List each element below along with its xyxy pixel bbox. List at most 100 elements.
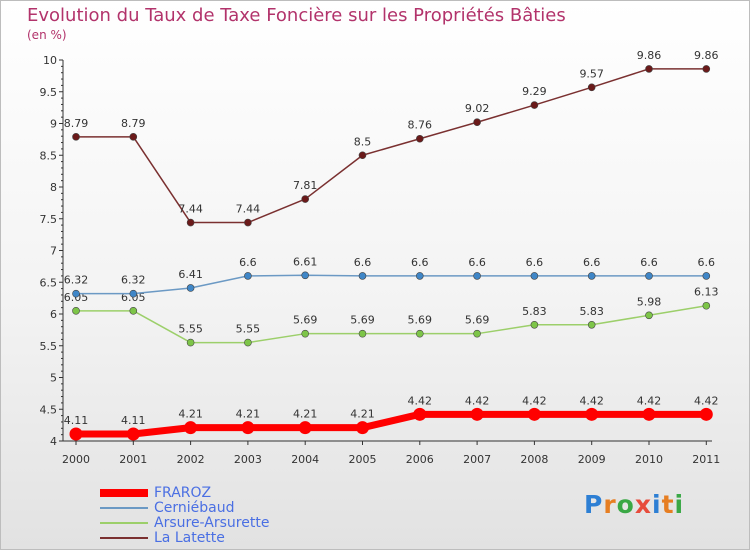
data-point-arsure-arsurette [72, 307, 80, 315]
data-label-arsure-arsurette: 5.69 [293, 314, 318, 327]
logo-letter: t [661, 490, 675, 519]
data-point-arsure-arsurette [358, 329, 367, 338]
legend-swatch-la-latette [100, 537, 148, 539]
data-point-la-latette [587, 83, 596, 92]
data-label-la-latette: 8.79 [121, 117, 146, 130]
y-tick-label: 6 [50, 308, 57, 321]
data-label-cerniebaud: 6.61 [293, 255, 318, 268]
data-point-arsure-arsurette [415, 329, 424, 338]
logo-letter: o [616, 490, 635, 519]
data-label-cerniebaud: 6.6 [640, 256, 658, 269]
data-label-fraroz: 4.21 [350, 408, 375, 421]
x-tick-label: 2007 [463, 453, 491, 466]
data-label-cerniebaud: 6.32 [121, 274, 146, 287]
data-label-cerniebaud: 6.6 [698, 256, 716, 269]
data-label-cerniebaud: 6.6 [583, 256, 601, 269]
data-label-la-latette: 9.86 [637, 49, 662, 62]
data-label-arsure-arsurette: 5.83 [522, 305, 547, 318]
data-label-cerniebaud: 6.6 [468, 256, 486, 269]
data-point-la-latette [415, 134, 424, 143]
data-label-arsure-arsurette: 5.69 [350, 314, 375, 327]
x-tick-label: 2009 [578, 453, 606, 466]
data-label-la-latette: 8.76 [408, 119, 433, 132]
data-point-arsure-arsurette [244, 338, 252, 347]
unit-label: (en %) [27, 28, 67, 42]
data-label-cerniebaud: 6.6 [239, 256, 257, 269]
data-label-cerniebaud: 6.6 [526, 256, 544, 269]
data-point-la-latette [473, 118, 481, 127]
data-label-fraroz: 4.42 [579, 394, 604, 407]
data-label-cerniebaud: 6.32 [64, 274, 89, 287]
y-tick-label: 6.5 [40, 276, 58, 289]
data-label-fraroz: 4.42 [408, 394, 433, 407]
data-label-la-latette: 9.29 [522, 85, 547, 98]
data-point-la-latette [129, 133, 138, 141]
x-tick-label: 2001 [119, 453, 147, 466]
x-tick-label: 2003 [234, 453, 262, 466]
x-tick-label: 2011 [692, 453, 720, 466]
data-point-la-latette [702, 65, 711, 73]
data-point-fraroz [241, 421, 255, 435]
x-tick-label: 2006 [406, 453, 434, 466]
data-point-cerniebaud [473, 272, 481, 280]
data-label-arsure-arsurette: 5.55 [236, 323, 261, 336]
data-point-la-latette [645, 65, 653, 73]
y-tick-label: 7 [50, 245, 57, 258]
legend-swatch-cerniebaud [100, 507, 148, 509]
x-tick-label: 2008 [520, 453, 548, 466]
data-point-fraroz [585, 407, 599, 421]
x-tick-label: 2005 [349, 453, 377, 466]
logo-letter: P [584, 490, 604, 519]
data-label-arsure-arsurette: 5.98 [637, 295, 662, 308]
x-tick-label: 2010 [635, 453, 663, 466]
data-label-cerniebaud: 6.6 [411, 256, 429, 269]
data-point-cerniebaud [244, 272, 252, 280]
legend-swatch-fraroz [100, 489, 148, 497]
logo-letter: r [603, 490, 617, 519]
data-point-la-latette [530, 101, 539, 109]
data-point-la-latette [301, 195, 310, 203]
logo-letter: i [674, 490, 685, 519]
data-label-fraroz: 4.21 [178, 408, 203, 421]
data-label-arsure-arsurette: 5.69 [408, 314, 433, 327]
data-label-la-latette: 7.44 [236, 203, 261, 216]
data-point-la-latette [358, 151, 367, 160]
y-tick-label: 8.5 [40, 149, 58, 162]
data-label-arsure-arsurette: 5.83 [579, 305, 604, 318]
data-label-arsure-arsurette: 5.69 [465, 314, 490, 327]
data-label-la-latette: 7.81 [293, 179, 318, 192]
data-label-la-latette: 7.44 [178, 203, 203, 216]
legend-label: La Latette [154, 530, 225, 546]
data-point-la-latette [244, 218, 252, 227]
data-label-cerniebaud: 6.6 [354, 256, 372, 269]
data-point-fraroz [642, 407, 656, 421]
data-point-la-latette [72, 133, 80, 141]
data-point-fraroz [470, 407, 484, 421]
data-label-fraroz: 4.21 [236, 408, 261, 421]
x-tick-label: 2002 [177, 453, 205, 466]
data-label-fraroz: 4.42 [637, 394, 662, 407]
data-point-arsure-arsurette [186, 338, 195, 347]
y-tick-label: 5 [50, 372, 57, 385]
data-label-fraroz: 4.11 [121, 414, 146, 427]
data-point-fraroz [413, 407, 427, 421]
series-line-arsure-arsurette [76, 305, 707, 344]
data-label-fraroz: 4.42 [694, 394, 719, 407]
data-label-la-latette: 8.79 [64, 117, 89, 130]
data-label-la-latette: 8.5 [354, 135, 372, 148]
data-point-cerniebaud [186, 284, 195, 292]
legend-label: Cerniébaud [154, 500, 235, 516]
legend-swatch-arsure-arsurette [100, 522, 148, 524]
data-point-cerniebaud [301, 271, 310, 280]
data-point-fraroz [527, 407, 541, 421]
logo-letter: i [652, 490, 662, 519]
data-point-cerniebaud [72, 289, 80, 298]
series-line-fraroz [76, 410, 707, 438]
data-label-arsure-arsurette: 6.13 [694, 286, 719, 299]
data-point-fraroz [699, 407, 713, 421]
data-point-cerniebaud [702, 272, 711, 280]
chart-title: Evolution du Taux de Taxe Foncière sur l… [27, 5, 566, 26]
series-line-cerniebaud [76, 274, 707, 295]
y-tick-label: 4 [50, 435, 57, 448]
